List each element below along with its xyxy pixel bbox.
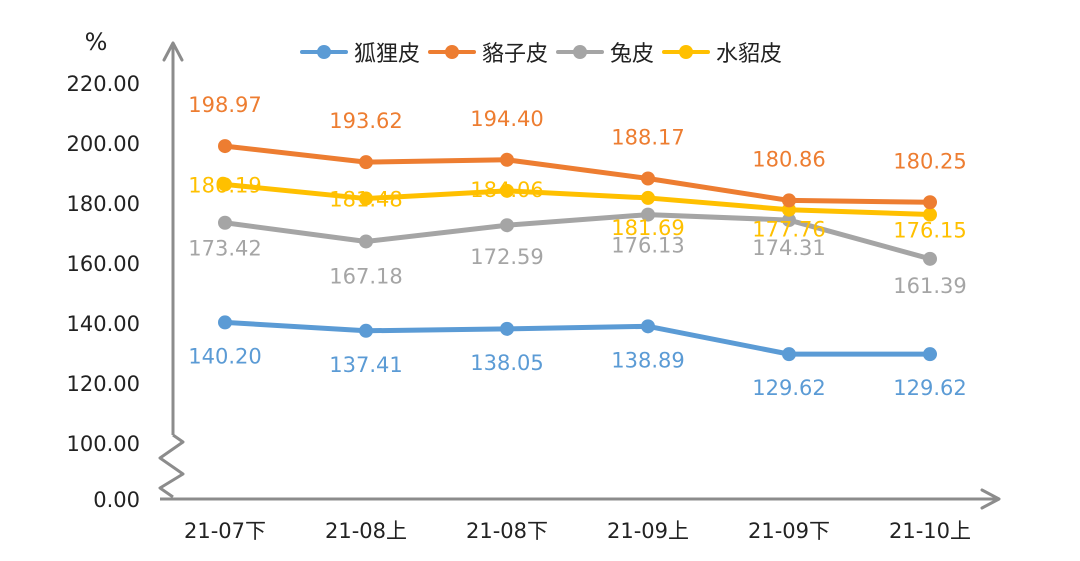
legend-swatch-raccoon xyxy=(428,42,477,62)
data-point-mink xyxy=(218,177,232,192)
series-line-rabbit xyxy=(222,212,933,262)
data-label-rabbit: 167.18 xyxy=(329,264,402,288)
data-label-raccoon: 198.97 xyxy=(188,93,261,117)
data-point-mink xyxy=(359,191,373,206)
y-tick-label: 0.00 xyxy=(93,488,140,512)
x-tick-label: 21-09下 xyxy=(748,519,830,543)
legend-label-rabbit: 兔皮 xyxy=(610,42,655,67)
y-tick-label: 180.00 xyxy=(67,192,140,216)
x-tick-label: 21-07下 xyxy=(184,519,266,543)
legend-swatch-rabbit xyxy=(556,42,605,62)
data-label-raccoon: 180.86 xyxy=(752,147,825,171)
data-point-fox xyxy=(782,347,796,362)
y-axis-break xyxy=(158,433,185,499)
data-label-raccoon: 180.25 xyxy=(893,149,966,173)
data-point-raccoon xyxy=(641,171,655,186)
legend-dot-mink xyxy=(679,45,694,59)
data-label-rabbit: 176.13 xyxy=(611,234,684,258)
axes xyxy=(158,41,1001,510)
legend-swatch-mink xyxy=(662,42,711,62)
data-label-mink: 181.48 xyxy=(329,188,402,212)
data-point-raccoon xyxy=(923,195,937,210)
data-point-rabbit xyxy=(218,215,232,230)
legend-dot-rabbit xyxy=(573,45,588,59)
data-point-fox xyxy=(641,319,655,334)
data-point-rabbit xyxy=(641,207,655,222)
data-label-fox: 138.05 xyxy=(470,351,543,375)
data-label-raccoon: 188.17 xyxy=(611,125,684,149)
data-point-fox xyxy=(218,315,232,330)
data-point-mink xyxy=(641,190,655,205)
data-point-fox xyxy=(923,347,937,362)
data-point-fox xyxy=(500,321,514,336)
legend-swatch-fox xyxy=(300,42,348,62)
data-label-mink: 184.06 xyxy=(470,178,543,202)
data-label-rabbit: 172.59 xyxy=(470,245,543,269)
data-point-fox xyxy=(359,323,373,338)
y-axis-arrow xyxy=(162,41,184,62)
series-lines xyxy=(218,139,937,362)
series-line-raccoon xyxy=(222,143,933,205)
y-axis-unit-label: % xyxy=(85,28,108,56)
legend-label-mink: 水貂皮 xyxy=(716,42,783,67)
legend-item-mink: 水貂皮 xyxy=(662,36,782,68)
data-label-rabbit: 173.42 xyxy=(188,237,261,261)
legend-item-fox: 狐狸皮 xyxy=(300,36,420,68)
data-label-mink: 186.19 xyxy=(188,173,261,197)
data-point-rabbit xyxy=(923,251,937,266)
data-point-rabbit xyxy=(782,213,796,228)
y-tick-labels: 220.00 200.00 180.00 160.00 140.00 120.00 100.… xyxy=(67,72,140,512)
legend-item-rabbit: 兔皮 xyxy=(556,36,654,68)
data-label-raccoon: 193.62 xyxy=(329,109,402,133)
data-label-fox: 129.62 xyxy=(893,376,966,400)
legend: 狐狸皮 貉子皮 兔皮 水貂皮 xyxy=(300,34,782,70)
y-tick-label: 100.00 xyxy=(67,432,140,456)
data-point-rabbit xyxy=(359,234,373,249)
data-label-fox: 137.41 xyxy=(329,353,402,377)
series-line-fox xyxy=(222,319,933,357)
y-tick-label: 220.00 xyxy=(67,72,140,96)
y-tick-label: 160.00 xyxy=(67,252,140,276)
data-label-mink: 176.15 xyxy=(893,219,966,243)
series-line-mink xyxy=(222,181,933,218)
legend-dot-raccoon xyxy=(445,45,460,59)
legend-label-raccoon: 貉子皮 xyxy=(482,42,549,67)
legend-item-raccoon: 貉子皮 xyxy=(428,36,548,68)
data-point-mink xyxy=(923,207,937,222)
data-label-raccoon: 194.40 xyxy=(470,107,543,131)
data-labels: 140.20 137.41 138.05 138.89 129.62 129.62 198.… xyxy=(188,93,966,400)
data-label-fox: 138.89 xyxy=(611,348,684,372)
y-tick-label: 120.00 xyxy=(67,372,140,396)
y-tick-label: 200.00 xyxy=(67,132,140,156)
y-tick-label: 140.00 xyxy=(67,312,140,336)
data-label-mink: 181.69 xyxy=(611,216,684,240)
x-axis-arrow xyxy=(980,488,1001,510)
x-tick-label: 21-09上 xyxy=(607,519,689,543)
data-point-mink xyxy=(500,183,514,198)
data-label-fox: 129.62 xyxy=(752,376,825,400)
data-label-fox: 140.20 xyxy=(188,344,261,368)
x-tick-label: 21-10上 xyxy=(889,519,971,543)
data-label-rabbit: 161.39 xyxy=(893,274,966,298)
data-point-raccoon xyxy=(782,193,796,208)
data-point-raccoon xyxy=(359,155,373,170)
data-point-raccoon xyxy=(500,152,514,167)
data-point-rabbit xyxy=(500,218,514,233)
x-tick-label: 21-08上 xyxy=(325,519,407,543)
x-tick-labels: 21-07下 21-08上 21-08下 21-09上 21-09下 21-10上 xyxy=(184,519,971,543)
data-label-mink: 177.76 xyxy=(752,218,825,242)
data-point-raccoon xyxy=(218,139,232,154)
data-label-rabbit: 174.31 xyxy=(752,236,825,260)
legend-dot-fox xyxy=(317,45,331,59)
x-tick-label: 21-08下 xyxy=(466,519,548,543)
legend-label-fox: 狐狸皮 xyxy=(354,42,421,67)
